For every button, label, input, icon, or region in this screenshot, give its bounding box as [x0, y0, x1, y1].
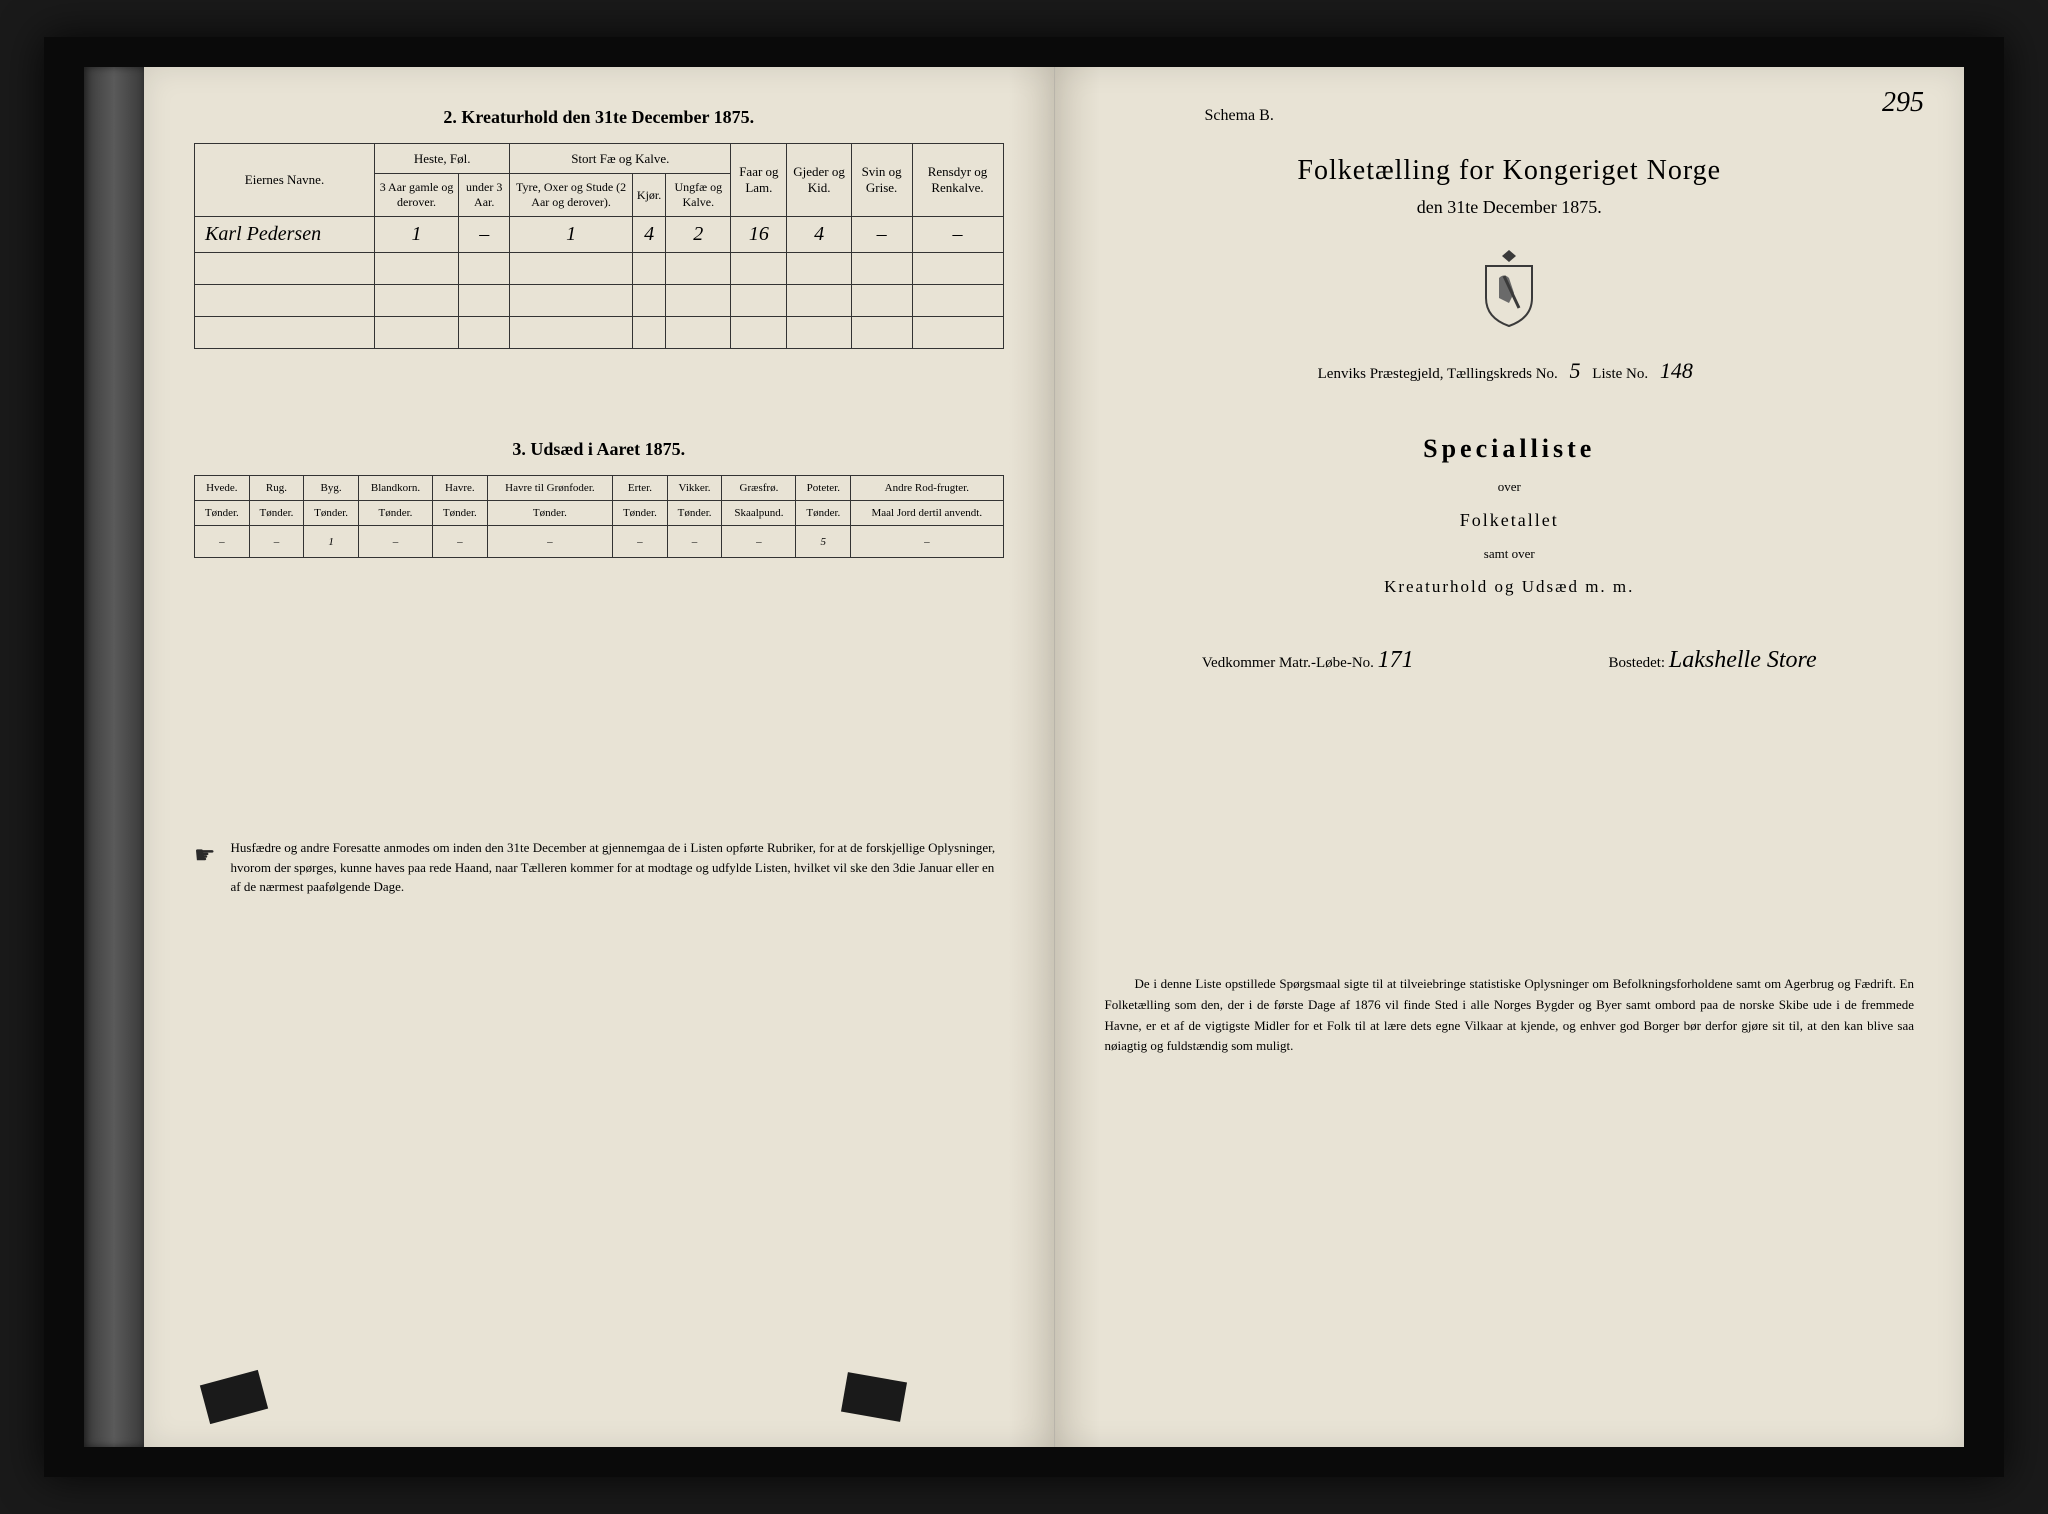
col-byg: Byg. [304, 476, 359, 501]
cell-heste2: – [459, 217, 510, 253]
cell-byg: 1 [304, 526, 359, 558]
section3-title: 3. Udsæd i Aaret 1875. [194, 439, 1004, 460]
coat-of-arms-icon [1474, 248, 1544, 328]
unit-tonder: Tønder. [195, 501, 250, 526]
folketallet-label: Folketallet [1105, 510, 1915, 531]
bottom-notice: De i denne Liste opstillede Spørgsmaal s… [1105, 974, 1915, 1057]
livestock-data-row: Karl Pedersen 1 – 1 4 2 16 4 – – [195, 217, 1004, 253]
cell-svin: – [851, 217, 912, 253]
subtitle: den 31te December 1875. [1105, 197, 1915, 218]
corner-tab-left [200, 1370, 268, 1424]
sowing-data-row: – – 1 – – – – – – 5 – [195, 526, 1004, 558]
cell-name: Karl Pedersen [195, 217, 375, 253]
cell-erter: – [613, 526, 668, 558]
col-stort3: Ungfæ og Kalve. [666, 174, 731, 217]
col-gjeder: Gjeder og Kid. [787, 144, 851, 217]
matr-value: 171 [1378, 647, 1414, 673]
cell-blandkorn: – [358, 526, 432, 558]
cell-havregron: – [487, 526, 612, 558]
col-faar: Faar og Lam. [731, 144, 787, 217]
kreatur-line: Kreaturhold og Udsæd m. m. [1105, 577, 1915, 597]
col-havre: Havre. [433, 476, 488, 501]
cell-poteter: 5 [796, 526, 851, 558]
bosted-label: Bostedet: [1608, 655, 1665, 671]
cell-stort2: 4 [632, 217, 665, 253]
praestegjeld-label: Lenviks Præstegjeld, Tællingskreds No. [1318, 366, 1558, 382]
cell-faar: 16 [731, 217, 787, 253]
bosted-value: Lakshelle Store [1669, 647, 1817, 673]
specialliste-title: Specialliste [1105, 434, 1915, 464]
col-heste2: under 3 Aar. [459, 174, 510, 217]
col-stort2: Kjør. [632, 174, 665, 217]
col-andre: Andre Rod-frugter. [851, 476, 1003, 501]
main-title: Folketælling for Kongeriget Norge [1105, 155, 1915, 187]
over-label: over [1105, 479, 1915, 495]
cell-hvede: – [195, 526, 250, 558]
col-havregron: Havre til Grønfoder. [487, 476, 612, 501]
col-heste: Heste, Føl. [375, 144, 510, 174]
cell-stort3: 2 [666, 217, 731, 253]
col-rensdyr: Rensdyr og Renkalve. [912, 144, 1003, 217]
page-number: 295 [1882, 87, 1924, 119]
notice-text: Husfædre og andre Foresatte anmodes om i… [231, 838, 1004, 897]
col-graesfro: Græsfrø. [722, 476, 796, 501]
schema-label: Schema B. [1105, 107, 1915, 125]
cell-andre: – [851, 526, 1003, 558]
col-erter: Erter. [613, 476, 668, 501]
cell-vikker: – [667, 526, 722, 558]
cell-rensdyr: – [912, 217, 1003, 253]
right-page: 295 Schema B. Folketælling for Kongerige… [1055, 67, 1965, 1447]
cell-rug: – [249, 526, 304, 558]
form-line: Lenviks Præstegjeld, Tællingskreds No. 5… [1105, 358, 1915, 384]
cell-heste1: 1 [375, 217, 459, 253]
cell-stort1: 1 [510, 217, 633, 253]
col-heste1: 3 Aar gamle og derover. [375, 174, 459, 217]
cell-havre: – [433, 526, 488, 558]
cell-graesfro: – [722, 526, 796, 558]
corner-tab-right [840, 1372, 906, 1422]
left-page: 2. Kreaturhold den 31te December 1875. E… [144, 67, 1055, 1447]
col-vikker: Vikker. [667, 476, 722, 501]
samt-over-label: samt over [1105, 546, 1915, 562]
unit-maal: Maal Jord dertil anvendt. [851, 501, 1003, 526]
kreds-value: 5 [1570, 358, 1581, 383]
pointing-hand-icon: ☛ [194, 838, 216, 897]
section2-title: 2. Kreaturhold den 31te December 1875. [194, 107, 1004, 128]
matr-line: Vedkommer Matr.-Løbe-No. 171 Bostedet: L… [1105, 647, 1915, 674]
livestock-table: Eiernes Navne. Heste, Føl. Stort Fæ og K… [194, 143, 1004, 349]
col-svin: Svin og Grise. [851, 144, 912, 217]
unit-skaalpund: Skaalpund. [722, 501, 796, 526]
cell-gjeder: 4 [787, 217, 851, 253]
book-spread: 2. Kreaturhold den 31te December 1875. E… [44, 37, 2004, 1477]
left-notice: ☛ Husfædre og andre Foresatte anmodes om… [194, 838, 1004, 897]
col-blandkorn: Blandkorn. [358, 476, 432, 501]
liste-label: Liste No. [1592, 366, 1648, 382]
col-stort1: Tyre, Oxer og Stude (2 Aar og derover). [510, 174, 633, 217]
binding-edge [84, 67, 144, 1447]
col-owner-name: Eiernes Navne. [195, 144, 375, 217]
col-hvede: Hvede. [195, 476, 250, 501]
liste-value: 148 [1660, 358, 1693, 383]
col-stortfae: Stort Fæ og Kalve. [510, 144, 731, 174]
sowing-table: Hvede. Rug. Byg. Blandkorn. Havre. Havre… [194, 475, 1004, 558]
col-rug: Rug. [249, 476, 304, 501]
matr-label: Vedkommer Matr.-Løbe-No. [1202, 655, 1374, 671]
col-poteter: Poteter. [796, 476, 851, 501]
